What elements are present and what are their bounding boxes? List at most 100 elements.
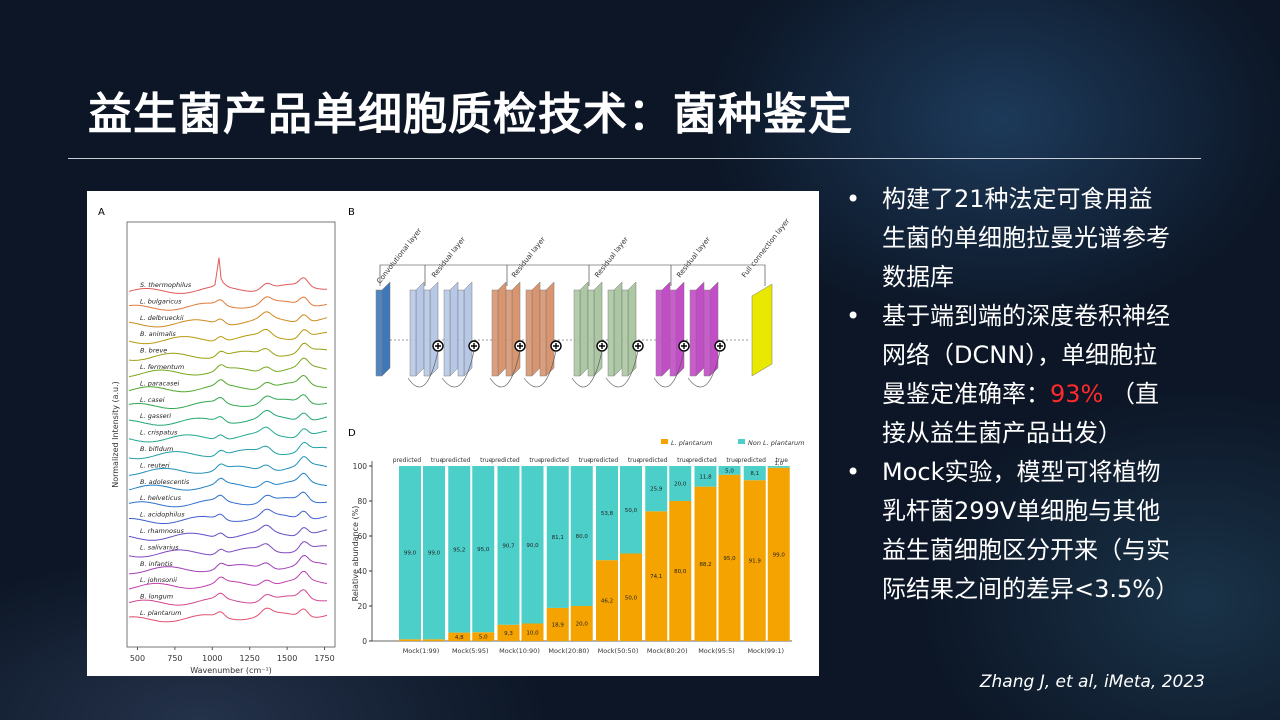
bar-segment [718,466,741,475]
conv-block [375,289,383,377]
res-block [627,281,637,377]
species-label: B. infantis [140,560,173,568]
y-tick-label: 0 [362,637,367,646]
bar-segment [596,466,618,561]
res-block [545,281,555,377]
species-label: L. plantarum [140,609,181,617]
value-label: 18,9 [552,622,565,628]
species-label: B. bifidum [140,445,173,453]
x-tick-label: 750 [167,654,182,663]
spectrum [128,426,328,443]
x-axis-label: Wavenumber (cm⁻¹) [190,666,272,675]
y-tick-label: 60 [357,532,367,541]
value-label: 80,0 [674,569,687,575]
bar-segment [767,466,790,468]
res-block [429,281,439,377]
bar-segment [423,639,445,641]
res-block [669,289,677,377]
res-block [689,289,697,377]
x-tick-label: Mock(1:99) [403,647,440,655]
value-label: 46,2 [601,599,613,605]
y-tick-label: 20 [357,602,367,611]
bar-segment [546,466,569,608]
value-label: 9,3 [504,631,513,637]
spectrum [128,524,328,541]
skip [489,350,521,388]
value-label: 53,8 [601,511,614,517]
x-tick-label: 500 [130,654,145,663]
res-block [709,281,719,377]
bar-segment [743,466,766,481]
spectrum [128,570,328,590]
value-label: 90,0 [526,543,539,549]
bar-label: true [726,457,739,464]
spectrum [129,508,328,524]
species-label: L. reuteri [140,461,170,469]
res-block [415,281,425,377]
value-label: 95,0 [477,547,490,553]
value-label: 88,2 [699,562,711,568]
res-block [655,289,663,377]
res-block [573,289,581,377]
bar-segment [669,501,692,641]
bullet: 基于端到端的深度卷积神经网络（DCNN），单细胞拉曼鉴定准确率：93% （直接从… [846,297,1176,453]
bar-segment [399,466,421,640]
value-label: 25,9 [650,487,663,493]
species-label: B. longum [140,593,173,601]
bar-segment [448,632,471,641]
legend-swatch [661,439,668,444]
plus [517,343,523,349]
bar-label: true [579,457,592,464]
value-label: 80,0 [576,534,589,540]
spectrum [128,257,328,294]
bar-label: predicted [541,457,570,464]
bar-label: predicted [491,457,520,464]
x-tick-label: 1750 [314,654,334,663]
x-tick-label: Mock(95:5) [698,647,735,655]
bullet-text: 基于端到端的深度卷积神经网络（DCNN），单细胞拉曼鉴定准确率： [882,302,1170,408]
bar-segment [645,466,668,512]
spectrum [128,491,328,508]
plus [435,343,441,349]
plus [599,343,605,349]
res-block [531,281,541,377]
spectrum [128,296,328,311]
legend-swatch [738,439,745,444]
bar-segment [718,474,741,641]
bullet: Mock实验，模型可将植物乳杆菌299V单细胞与其他益生菌细胞区分开来（与实际结… [846,453,1179,609]
bullet-text: （直接从益生菌产品出发） [882,380,1159,447]
res-block [457,289,465,377]
res-block [587,289,595,377]
spectrum [128,472,328,491]
res-block [621,289,629,377]
bar-segment [767,467,790,641]
x-tick-label: 1250 [240,654,260,663]
bar-label: true [431,457,444,464]
res-block [661,281,671,377]
res-block [505,289,513,377]
spectrum [129,554,328,575]
bar-segment [423,466,445,640]
bar-label: predicted [442,457,471,464]
bar-segment [570,606,593,641]
bar-label: predicted [393,457,422,464]
bar-segment [497,466,520,625]
y-axis-label: Relative abundance (%) [351,506,360,602]
bar-segment [645,511,668,641]
res-block [675,281,685,377]
res-block [409,289,417,377]
bar-segment [472,466,495,633]
plus [681,343,687,349]
bar-segment [448,466,471,633]
species-label: L. crispatus [140,429,178,437]
skip [653,350,685,388]
skip [571,350,603,388]
res-block [463,281,473,377]
res-block [449,281,459,377]
y-tick-label: 80 [357,497,367,506]
skip [605,350,639,388]
value-label: 11,8 [699,474,712,480]
legend-label: Non L. plantarum [748,439,804,447]
plus [635,343,641,349]
